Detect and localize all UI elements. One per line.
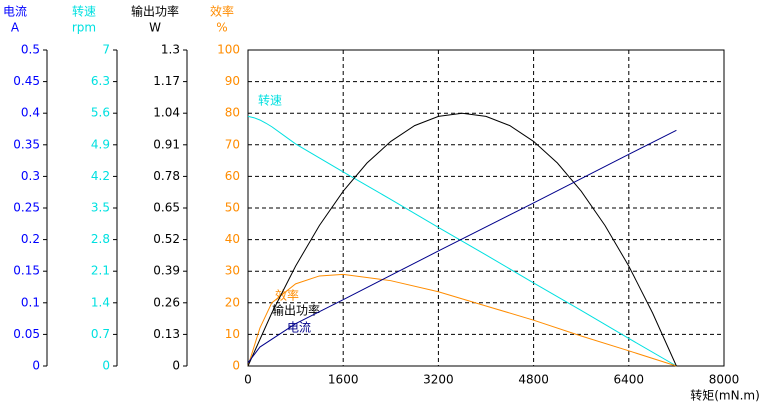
y-tick-label: 0.35 [13,137,40,151]
x-tick-label: 6400 [614,373,645,387]
y-tick-label: 0.4 [21,106,40,120]
y-tick-label: 10 [225,327,240,341]
y-tick-label: 2.1 [91,264,110,278]
y-tick-label: 30 [225,264,240,278]
series-line [247,112,677,367]
axis-name: 电流 [3,5,27,19]
y-tick-label: 0.2 [21,232,40,246]
y-tick-label: 1.04 [153,106,180,120]
axis-name: 效率 [210,4,234,19]
y-tick-label: 0 [172,359,180,373]
y-tick-label: 0.25 [13,201,40,215]
y-tick-label: 4.9 [91,137,110,151]
y-tick-label: 0.65 [153,201,180,215]
y-tick-label: 0 [32,359,40,373]
axis-unit: A [11,21,20,35]
y-tick-label: 70 [225,137,240,151]
y-tick-label: 100 [217,43,240,57]
y-tick-label: 80 [225,106,240,120]
series-label: 电流 [287,321,311,335]
y-tick-label: 6.3 [91,74,110,88]
series-line [247,273,677,367]
y-tick-label: 4.2 [91,169,110,183]
y-tick-label: 0.45 [13,74,40,88]
y-tick-label: 20 [225,295,240,309]
y-tick-label: 90 [225,74,240,88]
series-label: 输出功率 [272,303,320,318]
axis-unit: W [149,21,161,35]
y-tick-label: 0.5 [21,43,40,57]
y-tick-label: 1.3 [161,43,180,57]
x-axis-label: 转矩(mN.m) [690,388,760,403]
y-tick-label: 0.39 [153,264,180,278]
y-tick-label: 0.05 [13,327,40,341]
y-tick-label: 0.91 [153,137,180,151]
series-line [247,115,677,367]
y-tick-label: 0.1 [21,295,40,309]
plot-border [247,49,725,367]
x-tick-label: 8000 [709,373,740,387]
x-tick-label: 0 [244,373,252,387]
series-label: 转速 [258,93,282,108]
x-tick-label: 3200 [423,373,454,387]
y-tick-label: 0.13 [153,327,180,341]
y-tick-label: 5.6 [91,106,110,120]
series-line [247,129,677,364]
x-tick-label: 1600 [328,373,359,387]
y-tick-label: 0.52 [153,232,180,246]
axis-unit: rpm [72,21,96,35]
y-tick-label: 1.17 [153,74,180,88]
y-tick-label: 0.15 [13,264,40,278]
y-tick-label: 0 [232,359,240,373]
y-tick-label: 60 [225,169,240,183]
y-tick-label: 1.4 [91,295,110,309]
axis-name: 输出功率 [131,4,179,19]
y-tick-label: 40 [225,232,240,246]
y-tick-label: 50 [225,201,240,215]
y-tick-label: 0.3 [21,169,40,183]
x-tick-label: 4800 [518,373,549,387]
y-tick-label: 3.5 [91,201,110,215]
y-tick-label: 0.7 [91,327,110,341]
y-tick-label: 0.26 [153,295,180,309]
axis-unit: % [216,21,227,35]
y-tick-label: 2.8 [91,232,110,246]
axis-name: 转速 [72,4,96,19]
y-tick-label: 0 [102,359,110,373]
series-label: 效率 [275,288,299,303]
y-tick-label: 7 [102,43,110,57]
y-tick-label: 0.78 [153,169,180,183]
